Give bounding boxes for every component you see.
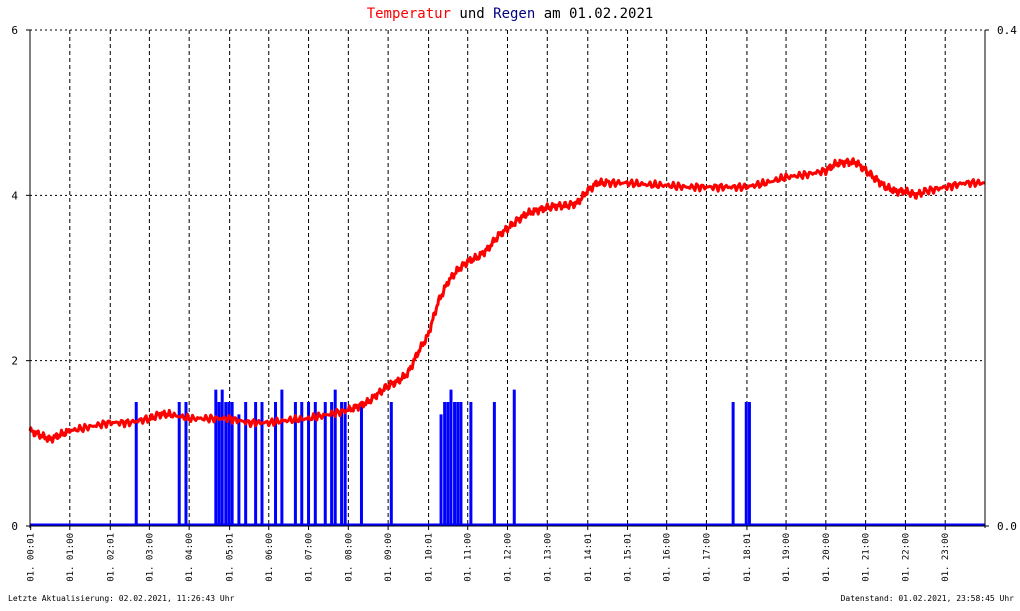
temperature-series [28, 157, 986, 444]
x-tick-label: 01. 20:00 [822, 533, 832, 582]
x-tick-label: 01. 12:00 [504, 533, 514, 582]
rain-series [30, 389, 985, 527]
x-tick-label: 01. 23:00 [941, 533, 951, 582]
x-tick-label: 01. 21:00 [862, 533, 872, 582]
x-tick-label: 01. 14:01 [584, 533, 594, 582]
x-tick-label: 01. 04:00 [185, 533, 195, 582]
y-left-tick-label: 6 [11, 24, 18, 37]
footer-data-status: Datenstand: 01.02.2021, 23:58:45 Uhr [841, 594, 1015, 603]
x-tick-label: 01. 17:00 [702, 533, 712, 582]
x-tick-label: 01. 01:00 [66, 533, 76, 582]
x-tick-label: 01. 11:00 [464, 533, 474, 582]
x-tick-label: 01. 08:00 [344, 533, 354, 582]
x-tick-label: 01. 18:01 [743, 533, 753, 582]
chart-title-part: und [451, 6, 493, 22]
temperature-line [28, 157, 986, 444]
x-tick-label: 01. 07:00 [305, 533, 315, 582]
x-tick-label: 01. 09:00 [384, 533, 394, 582]
x-tick-label: 01. 03:00 [145, 533, 155, 582]
x-tick-label: 01. 16:00 [663, 533, 673, 582]
y-right-tick-label: 0.0 [997, 520, 1017, 533]
y-right-tick-label: 0.4 [997, 24, 1017, 37]
chart-title-part: am 01.02.2021 [535, 6, 653, 22]
x-tick-label: 01. 13:00 [543, 533, 553, 582]
chart-title-part: Regen [493, 6, 535, 22]
x-tick-label: 01. 06:00 [265, 533, 275, 582]
y-left-tick-label: 2 [11, 355, 18, 368]
x-tick-label: 01. 00:01 [27, 533, 37, 582]
chart-title: Temperatur und Regen am 01.02.2021 [367, 6, 654, 22]
axes: 01. 00:01 01. 01:00 01. 02:01 01. 03:00 01. … [11, 24, 1017, 582]
chart-title-part: Temperatur [367, 6, 451, 22]
x-tick-label: 01. 10:01 [425, 533, 435, 582]
footer-last-update: Letzte Aktualisierung: 02.02.2021, 11:26… [8, 594, 235, 603]
x-tick-label: 01. 15:01 [624, 533, 634, 582]
x-tick-label: 01. 05:01 [226, 533, 236, 582]
x-tick-label: 01. 02:01 [106, 533, 116, 582]
y-left-tick-label: 0 [11, 520, 18, 533]
y-left-tick-label: 4 [11, 189, 18, 202]
grid [30, 29, 985, 526]
x-tick-label: 01. 19:00 [782, 533, 792, 582]
x-tick-label: 01. 22:00 [901, 533, 911, 582]
